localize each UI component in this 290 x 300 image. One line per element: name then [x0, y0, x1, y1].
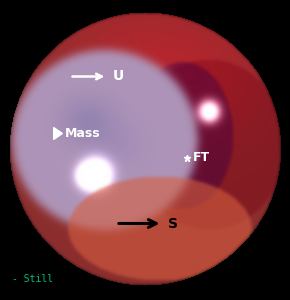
Text: FT: FT [193, 151, 210, 164]
Text: Mass: Mass [65, 127, 101, 140]
Text: U: U [113, 70, 124, 83]
Polygon shape [54, 128, 62, 140]
Text: S: S [168, 217, 178, 230]
Text: - Still: - Still [12, 274, 53, 284]
